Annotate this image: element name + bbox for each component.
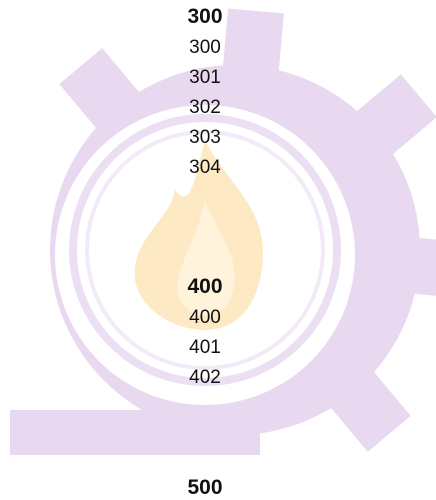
section-heading: 300	[0, 5, 410, 29]
list-item: 304	[0, 157, 410, 179]
section-heading: 500	[0, 476, 410, 500]
list-item: 401	[0, 337, 410, 359]
list-item: 300	[0, 37, 410, 59]
page: {"sections": [ {"heading": "300", "items…	[0, 0, 436, 485]
list-item: 303	[0, 127, 410, 149]
list-item: 301	[0, 67, 410, 89]
list-item: 302	[0, 97, 410, 119]
list-item: 400	[0, 307, 410, 329]
list-item: 402	[0, 367, 410, 389]
section-heading: 400	[0, 275, 410, 299]
